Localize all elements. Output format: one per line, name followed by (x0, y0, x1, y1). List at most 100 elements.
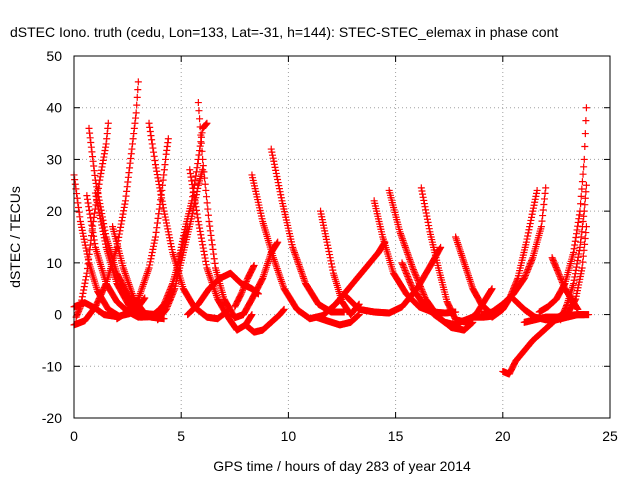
plus-marker (199, 244, 207, 252)
plus-marker (96, 211, 104, 219)
plus-marker (204, 211, 212, 219)
plus-marker (404, 250, 412, 258)
plus-marker (510, 283, 518, 291)
plus-marker (292, 252, 300, 260)
plus-marker (401, 266, 409, 274)
plus-marker (555, 269, 563, 277)
plus-marker (196, 227, 204, 235)
plus-marker (150, 242, 158, 250)
plus-marker (151, 161, 159, 169)
plus-marker (460, 259, 468, 267)
plus-marker (580, 212, 588, 220)
plus-marker (195, 221, 203, 229)
plus-marker (436, 244, 444, 252)
plus-marker (88, 221, 96, 229)
plus-marker (174, 258, 182, 266)
plus-marker (162, 216, 170, 224)
plus-marker (117, 223, 125, 231)
plus-marker (240, 284, 248, 292)
plus-marker (327, 257, 335, 265)
plus-marker (398, 259, 406, 267)
plus-marker (99, 227, 107, 235)
plus-marker (151, 236, 159, 244)
plus-marker (194, 217, 202, 225)
plus-marker (466, 275, 474, 283)
plus-marker (488, 285, 496, 293)
plus-marker (90, 232, 98, 240)
plus-marker (581, 130, 589, 138)
plus-marker (578, 178, 586, 186)
plus-marker (71, 180, 79, 188)
plus-marker (209, 245, 217, 253)
plus-marker (197, 139, 205, 147)
plus-marker (399, 262, 407, 270)
plus-marker (274, 176, 282, 184)
plus-marker (88, 225, 96, 233)
plus-marker (418, 286, 426, 294)
plus-marker (579, 170, 587, 178)
plus-marker (523, 268, 531, 276)
plus-marker (423, 215, 431, 223)
plus-marker (420, 292, 428, 300)
y-tick-label: 0 (54, 307, 62, 323)
plus-marker (416, 283, 424, 291)
plus-marker (133, 93, 141, 101)
plus-marker (457, 250, 465, 258)
plus-marker (134, 86, 142, 94)
plus-marker (160, 207, 168, 215)
plus-marker (531, 195, 539, 203)
plus-marker (524, 266, 532, 274)
plus-marker (581, 234, 589, 242)
plus-marker (461, 263, 469, 271)
plus-marker (461, 261, 469, 269)
plus-marker (409, 264, 417, 272)
plus-marker (406, 279, 414, 287)
plus-marker (148, 252, 156, 260)
plus-marker (291, 249, 299, 257)
plus-marker (187, 173, 195, 181)
y-tick-label: -10 (42, 358, 62, 374)
plus-marker (525, 264, 533, 272)
plus-marker (93, 195, 101, 203)
plus-marker (581, 143, 589, 150)
plus-marker (208, 241, 216, 249)
plus-marker (94, 202, 102, 210)
plus-marker (148, 249, 156, 257)
plus-marker (580, 246, 588, 254)
plus-marker (72, 185, 80, 193)
plus-marker (155, 181, 163, 189)
plus-marker (210, 250, 218, 258)
plus-marker (188, 177, 196, 185)
plus-marker (580, 163, 588, 171)
plus-marker (153, 171, 161, 179)
plus-marker (201, 180, 209, 188)
plus-marker (82, 273, 90, 281)
plus-marker (117, 220, 125, 228)
plus-marker (539, 206, 547, 214)
plus-marker (403, 247, 411, 255)
plus-marker (163, 304, 171, 312)
plus-marker (455, 244, 463, 252)
plus-marker (197, 131, 205, 139)
data-marks (70, 78, 593, 378)
plus-marker (80, 235, 88, 243)
plus-marker (537, 223, 545, 231)
plus-marker (208, 236, 216, 244)
plus-marker (579, 252, 587, 260)
plus-marker (275, 185, 283, 193)
plus-marker (77, 220, 85, 228)
plus-marker (559, 280, 567, 288)
plus-marker (130, 124, 138, 132)
plus-marker (522, 270, 530, 278)
plus-marker (292, 254, 300, 262)
plus-marker (513, 276, 521, 284)
plus-marker (582, 181, 590, 189)
plus-marker (199, 241, 207, 249)
plus-marker (199, 155, 207, 163)
plus-marker (290, 247, 298, 255)
plus-marker (207, 231, 215, 239)
plus-marker (406, 255, 414, 263)
plus-marker (191, 199, 199, 207)
plus-marker (238, 288, 246, 296)
plus-marker (90, 236, 98, 244)
